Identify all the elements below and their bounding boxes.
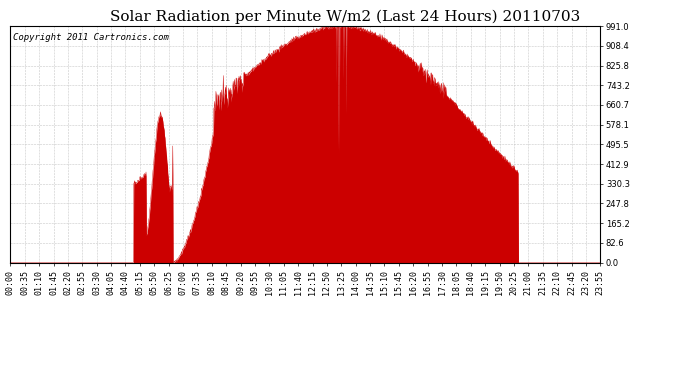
Text: Copyright 2011 Cartronics.com: Copyright 2011 Cartronics.com [13,33,169,42]
Text: Solar Radiation per Minute W/m2 (Last 24 Hours) 20110703: Solar Radiation per Minute W/m2 (Last 24… [110,9,580,24]
